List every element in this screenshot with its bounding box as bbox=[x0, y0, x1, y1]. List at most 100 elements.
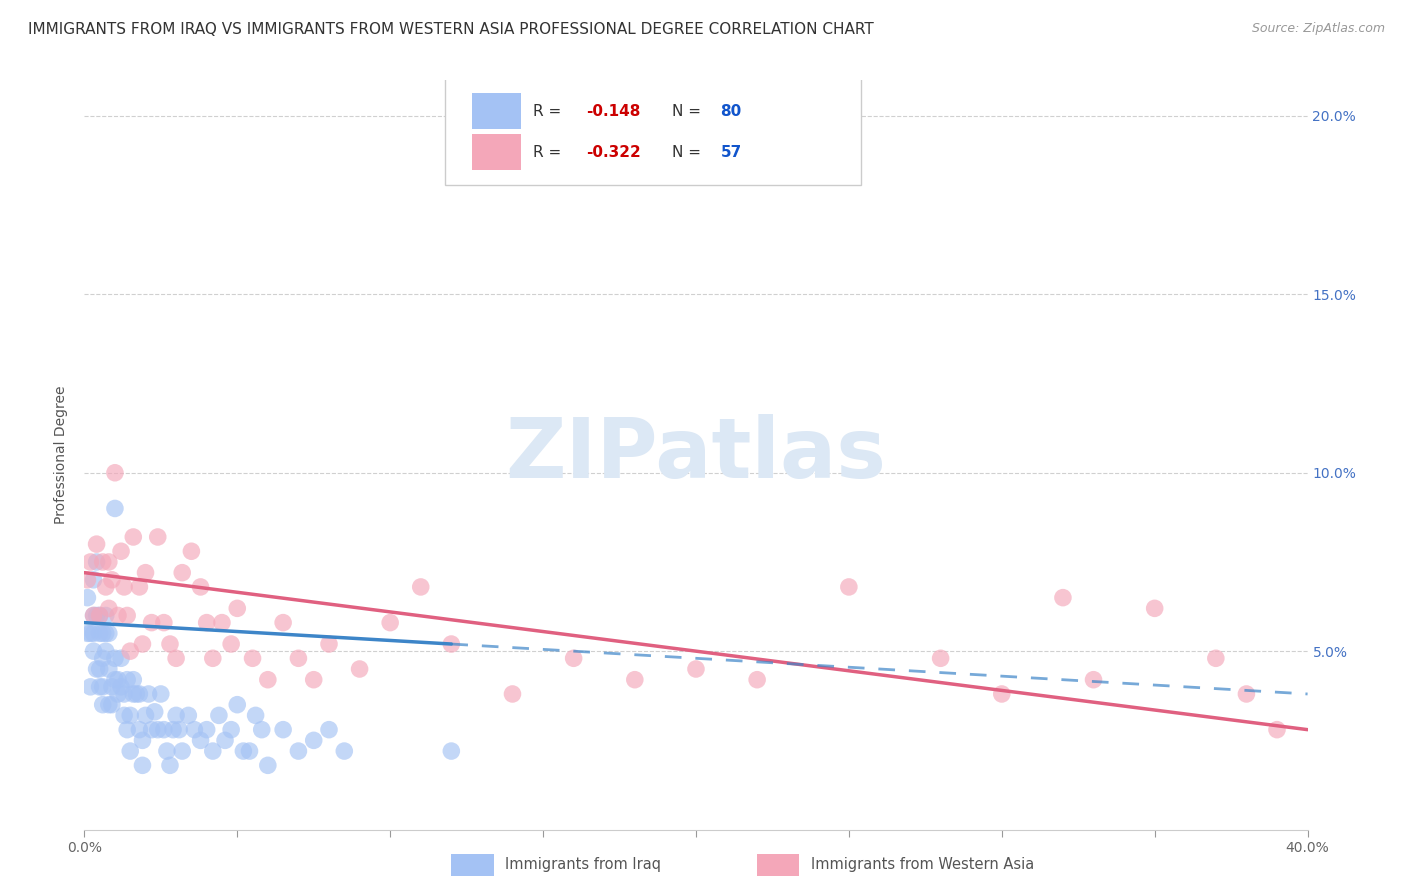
Point bbox=[1205, 651, 1227, 665]
Point bbox=[86, 555, 108, 569]
Point bbox=[440, 744, 463, 758]
Text: Immigrants from Western Asia: Immigrants from Western Asia bbox=[811, 857, 1033, 872]
Point bbox=[79, 680, 101, 694]
Point bbox=[245, 708, 267, 723]
Point bbox=[94, 608, 117, 623]
Point bbox=[153, 723, 176, 737]
Point bbox=[165, 708, 187, 723]
Point bbox=[107, 608, 129, 623]
Point bbox=[271, 615, 294, 630]
Point bbox=[214, 733, 236, 747]
Point bbox=[128, 687, 150, 701]
Point bbox=[201, 744, 224, 758]
Point bbox=[562, 651, 585, 665]
Point bbox=[135, 566, 157, 580]
Point bbox=[318, 637, 340, 651]
Point bbox=[83, 644, 105, 658]
Point bbox=[79, 555, 101, 569]
Point bbox=[195, 615, 218, 630]
Point bbox=[190, 580, 212, 594]
Point bbox=[91, 626, 114, 640]
Point bbox=[91, 651, 114, 665]
Point bbox=[1083, 673, 1105, 687]
Point bbox=[94, 644, 117, 658]
Point bbox=[86, 537, 108, 551]
Text: N =: N = bbox=[672, 103, 706, 119]
Point bbox=[107, 673, 129, 687]
Point bbox=[257, 758, 280, 772]
Point bbox=[177, 708, 200, 723]
Point bbox=[172, 566, 194, 580]
Point bbox=[232, 744, 254, 758]
Point bbox=[165, 651, 187, 665]
Point bbox=[208, 708, 231, 723]
Point bbox=[167, 723, 190, 737]
Point bbox=[141, 723, 163, 737]
Point bbox=[153, 615, 176, 630]
FancyBboxPatch shape bbox=[446, 73, 860, 186]
Point bbox=[97, 626, 120, 640]
Point bbox=[76, 591, 98, 605]
Point bbox=[409, 580, 432, 594]
Point bbox=[128, 723, 150, 737]
Point bbox=[349, 662, 371, 676]
Point bbox=[122, 687, 145, 701]
Text: Source: ZipAtlas.com: Source: ZipAtlas.com bbox=[1251, 22, 1385, 36]
Point bbox=[271, 723, 294, 737]
Point bbox=[162, 723, 184, 737]
Point bbox=[991, 687, 1014, 701]
Point bbox=[287, 744, 309, 758]
Point bbox=[257, 673, 280, 687]
Text: R =: R = bbox=[533, 103, 567, 119]
Point bbox=[104, 651, 127, 665]
Point bbox=[101, 698, 124, 712]
Point bbox=[201, 651, 224, 665]
Point bbox=[146, 723, 169, 737]
Point bbox=[183, 723, 205, 737]
Point bbox=[97, 555, 120, 569]
Point bbox=[89, 662, 111, 676]
Point bbox=[115, 673, 138, 687]
Point bbox=[333, 744, 356, 758]
Point bbox=[131, 637, 153, 651]
Point bbox=[89, 608, 111, 623]
Point bbox=[91, 698, 114, 712]
Point bbox=[380, 615, 402, 630]
Point bbox=[104, 466, 127, 480]
Text: -0.322: -0.322 bbox=[586, 145, 641, 160]
Point bbox=[83, 626, 105, 640]
Point bbox=[112, 580, 135, 594]
Point bbox=[112, 708, 135, 723]
FancyBboxPatch shape bbox=[472, 93, 522, 129]
Point bbox=[1236, 687, 1258, 701]
Point bbox=[97, 662, 120, 676]
Point bbox=[226, 698, 249, 712]
Point bbox=[302, 733, 325, 747]
Point bbox=[91, 555, 114, 569]
Point bbox=[115, 723, 138, 737]
Point bbox=[180, 544, 202, 558]
Point bbox=[1143, 601, 1166, 615]
Point bbox=[219, 637, 242, 651]
Point bbox=[502, 687, 524, 701]
Point bbox=[1052, 591, 1074, 605]
Point bbox=[929, 651, 952, 665]
Point bbox=[250, 723, 273, 737]
Point bbox=[440, 637, 463, 651]
Point bbox=[1265, 723, 1288, 737]
Point bbox=[89, 608, 111, 623]
Point bbox=[120, 644, 142, 658]
Point bbox=[122, 530, 145, 544]
Point bbox=[122, 673, 145, 687]
Point bbox=[141, 615, 163, 630]
Text: N =: N = bbox=[672, 145, 706, 160]
Point bbox=[685, 662, 707, 676]
Y-axis label: Professional Degree: Professional Degree bbox=[55, 385, 69, 524]
FancyBboxPatch shape bbox=[472, 134, 522, 170]
Point bbox=[135, 708, 157, 723]
Point bbox=[159, 637, 181, 651]
Point bbox=[190, 733, 212, 747]
Point bbox=[89, 626, 111, 640]
Point bbox=[101, 680, 124, 694]
Point bbox=[125, 687, 148, 701]
